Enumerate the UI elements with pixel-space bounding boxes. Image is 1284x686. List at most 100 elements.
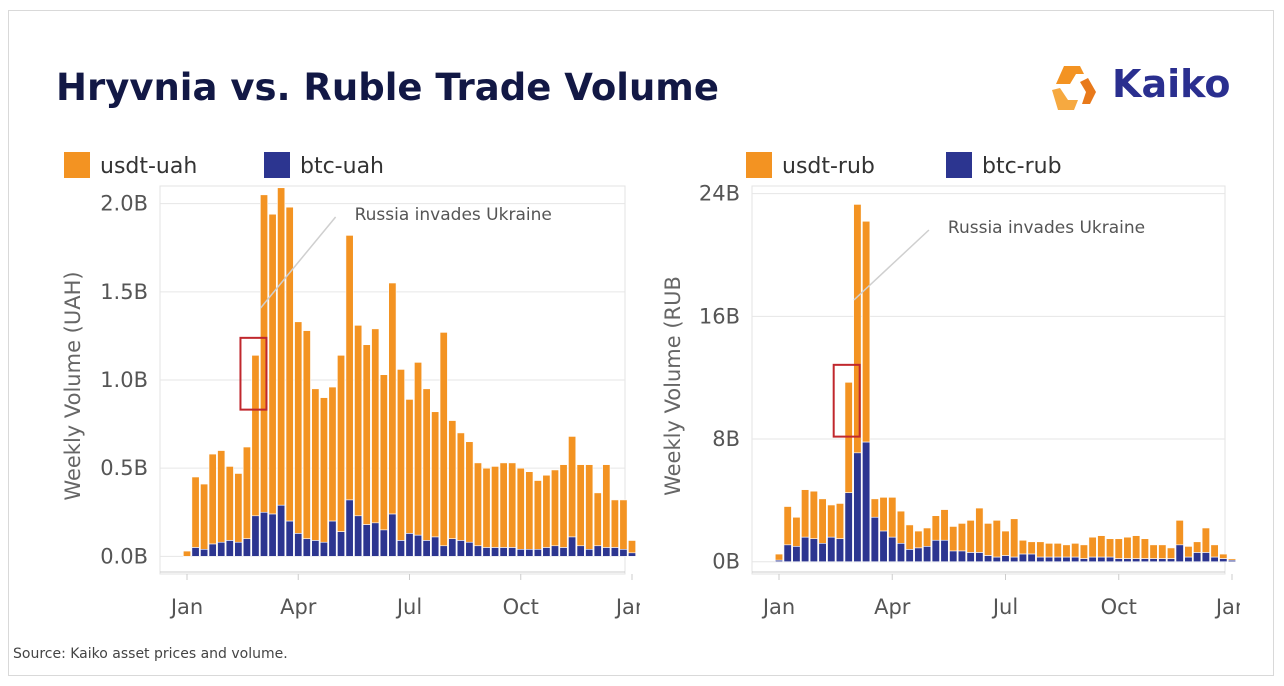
bar-btc-uah [328, 520, 337, 557]
y-tick-label: 1.0B [100, 368, 148, 392]
bar-usdt-uah [328, 386, 337, 522]
bar-usdt-uah [422, 388, 431, 541]
bar-btc-rub [1062, 556, 1071, 563]
invasion-highlight-box [832, 363, 861, 438]
bar-btc-rub [905, 549, 914, 563]
bar-btc-rub [1071, 556, 1080, 563]
bar-usdt-rub [1027, 541, 1036, 555]
bar-usdt-uah [379, 374, 388, 531]
bar-btc-rub [992, 556, 1001, 563]
x-tick-label: Oct [503, 595, 539, 619]
legend-swatch-usdt-uah [64, 152, 90, 178]
bar-btc-rub [1227, 559, 1237, 563]
legend-swatch-btc-uah [264, 152, 290, 178]
bar-btc-rub [1149, 558, 1158, 563]
bar-usdt-rub [1045, 543, 1054, 558]
annotation-line [260, 216, 337, 309]
right-chart: 0B 8B 16B 24B Jan Apr Jul Oct Jan Weekly Volume (… [661, 152, 1240, 619]
left-chart: 0.0B 0.5B 1.0B 1.5B 2.0B Jan Apr Jul Oct Jan Weekl… [61, 152, 640, 619]
x-tick-label: Apr [280, 595, 317, 619]
plot-area [751, 185, 1226, 575]
annotation-label: Russia invades Ukraine [355, 205, 552, 225]
bar-btc-rub [949, 550, 958, 563]
bar-usdt-uah [311, 388, 320, 541]
bar-btc-rub [931, 539, 940, 563]
bar-btc-rub [1114, 558, 1123, 563]
bar-btc-rub [1088, 556, 1097, 563]
bar-usdt-uah [559, 464, 568, 548]
bar-btc-rub [1079, 558, 1088, 563]
bar-btc-uah [268, 513, 277, 557]
annotation-label: Russia invades Ukraine [948, 218, 1145, 238]
bar-btc-uah [619, 549, 628, 557]
bar-usdt-rub [809, 490, 818, 540]
legend-swatch-btc-rub [946, 152, 972, 178]
bar-btc-uah [251, 515, 260, 557]
bar-btc-rub [879, 530, 888, 563]
bar-btc-uah [593, 545, 602, 557]
bar-btc-rub [1166, 558, 1176, 563]
bar-usdt-uah [593, 492, 602, 547]
bar-btc-rub [1036, 556, 1045, 563]
bar-btc-uah [379, 529, 388, 557]
x-tick-label: Oct [1101, 595, 1137, 619]
bar-btc-uah [200, 549, 209, 557]
bar-btc-uah [439, 545, 448, 557]
bar-btc-rub [957, 550, 966, 563]
bar-usdt-rub [1097, 535, 1106, 558]
bar-btc-uah [208, 543, 217, 557]
bar-usdt-rub [1140, 538, 1149, 559]
bar-usdt-uah [371, 328, 380, 524]
bar-usdt-uah [628, 540, 636, 554]
x-tick-label: Jan [169, 595, 203, 619]
bar-usdt-rub [1088, 536, 1097, 558]
bar-usdt-rub [1079, 544, 1088, 559]
bar-btc-uah [533, 549, 542, 557]
bar-btc-rub [809, 538, 818, 563]
bar-usdt-uah [217, 450, 226, 543]
source-note: Source: Kaiko asset prices and volume. [13, 646, 288, 662]
bar-usdt-uah [294, 321, 303, 534]
y-tick-label: 0B [712, 550, 740, 574]
bar-usdt-rub [1001, 530, 1010, 556]
bar-btc-rub [914, 547, 923, 563]
x-tick-label: Jul [395, 595, 422, 619]
chart-frame [8, 10, 1274, 676]
bar-btc-rub [1018, 553, 1027, 563]
bar-usdt-rub [975, 507, 984, 553]
y-tick-label: 24B [699, 182, 740, 206]
bar-usdt-uah [337, 355, 346, 532]
bar-usdt-uah [183, 550, 191, 557]
bar-usdt-uah [610, 499, 619, 548]
bar-btc-rub [827, 536, 836, 563]
bar-btc-rub [1027, 553, 1036, 563]
bar-usdt-rub [896, 510, 906, 544]
legend-label-btc-uah: btc-uah [300, 154, 384, 179]
bar-usdt-uah [302, 330, 311, 540]
bar-usdt-rub [1053, 543, 1062, 558]
bar-btc-uah [234, 541, 243, 557]
bar-usdt-rub [1175, 520, 1184, 546]
bar-usdt-uah [439, 332, 448, 547]
bar-btc-uah [337, 531, 346, 557]
y-axis-title: Weekly Volume (UAH) [61, 271, 85, 500]
bar-usdt-rub [984, 523, 993, 556]
bar-usdt-uah [533, 480, 542, 550]
bar-btc-rub [774, 559, 784, 563]
x-tick-label: Jul [991, 595, 1018, 619]
bar-btc-rub [984, 555, 993, 563]
bar-btc-uah [285, 520, 294, 557]
bar-usdt-rub [1158, 544, 1167, 559]
bar-usdt-rub [1071, 543, 1080, 558]
bar-usdt-rub [818, 498, 827, 544]
bar-btc-uah [277, 504, 286, 557]
x-tick-label: Jan [614, 595, 640, 619]
bar-btc-uah [585, 549, 594, 557]
bar-btc-uah [345, 499, 354, 557]
legend-label-btc-rub: btc-rub [982, 154, 1062, 179]
bar-btc-uah [465, 541, 474, 557]
y-tick-label: 2.0B [100, 192, 148, 216]
bar-usdt-uah [456, 432, 465, 541]
bar-btc-uah [260, 511, 268, 557]
x-tick-label: Jan [761, 595, 795, 619]
